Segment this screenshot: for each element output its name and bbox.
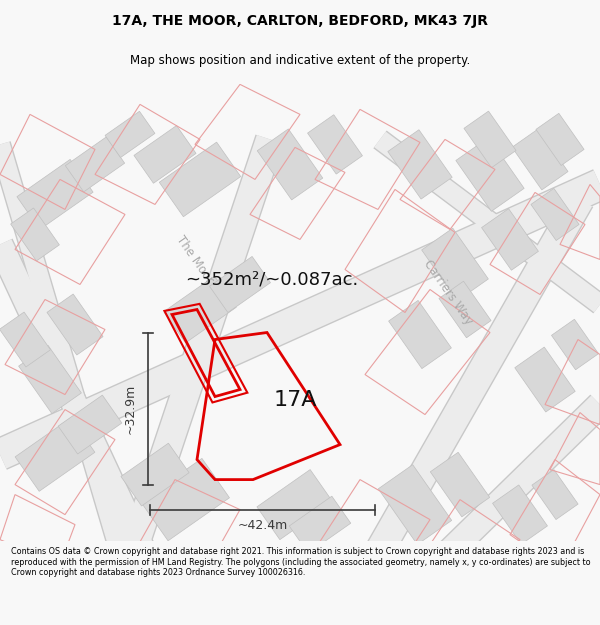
Polygon shape (378, 464, 452, 544)
Polygon shape (515, 347, 575, 412)
Polygon shape (15, 418, 95, 491)
Polygon shape (134, 126, 196, 183)
Polygon shape (257, 129, 323, 200)
Polygon shape (512, 129, 568, 190)
Polygon shape (121, 443, 189, 506)
Polygon shape (464, 111, 516, 168)
Polygon shape (105, 111, 155, 158)
Polygon shape (532, 469, 578, 519)
Polygon shape (289, 496, 351, 553)
Polygon shape (257, 469, 333, 539)
Polygon shape (388, 130, 452, 199)
Polygon shape (389, 301, 451, 369)
Polygon shape (159, 142, 241, 217)
Text: ~32.9m: ~32.9m (124, 383, 137, 434)
Polygon shape (17, 159, 93, 229)
Text: 17A, THE MOOR, CARLTON, BEDFORD, MK43 7JR: 17A, THE MOOR, CARLTON, BEDFORD, MK43 7J… (112, 14, 488, 28)
Text: Map shows position and indicative extent of the property.: Map shows position and indicative extent… (130, 54, 470, 68)
Polygon shape (58, 395, 122, 454)
Polygon shape (430, 452, 490, 517)
Polygon shape (551, 319, 599, 370)
Text: ~352m²/~0.087ac.: ~352m²/~0.087ac. (185, 271, 358, 289)
Text: Contains OS data © Crown copyright and database right 2021. This information is : Contains OS data © Crown copyright and d… (11, 548, 590, 577)
Polygon shape (164, 276, 236, 343)
Polygon shape (19, 346, 82, 414)
Polygon shape (308, 115, 362, 174)
Polygon shape (439, 281, 491, 338)
Polygon shape (140, 458, 229, 541)
Text: ~42.4m: ~42.4m (238, 519, 287, 532)
Polygon shape (65, 137, 125, 192)
Polygon shape (482, 209, 538, 270)
Polygon shape (47, 294, 103, 355)
Text: Carriers Way: Carriers Way (421, 258, 475, 328)
Polygon shape (531, 188, 579, 241)
Polygon shape (536, 113, 584, 166)
Polygon shape (422, 228, 488, 301)
Text: 17A: 17A (273, 389, 317, 409)
Polygon shape (456, 138, 524, 211)
Polygon shape (0, 312, 50, 367)
Polygon shape (493, 485, 547, 544)
Text: The Moor: The Moor (174, 233, 216, 286)
Polygon shape (209, 256, 271, 312)
Polygon shape (11, 208, 59, 261)
